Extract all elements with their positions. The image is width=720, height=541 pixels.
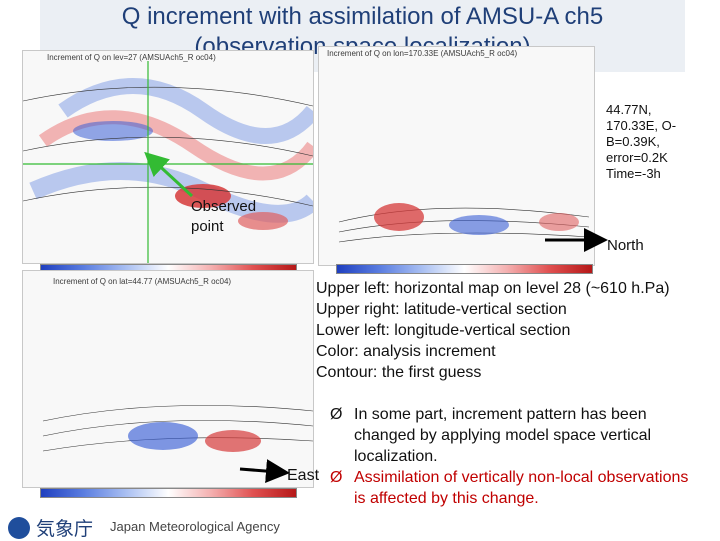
bullet-item-2: Ø Assimilation of vertically non-local o… [330,467,702,509]
bullet-text-2: Assimilation of vertically non-local obs… [354,469,689,507]
observed-point-label: Observed point [191,198,257,235]
agency-kanji: 気象庁 [36,519,94,540]
north-label: North [607,237,644,254]
bullet-arrow-icon: Ø [330,469,343,486]
bullet-text-1: In some part, increment pattern has been… [354,406,652,465]
east-label: East [287,467,320,484]
upper-right-caption: Increment of Q on lon=170.33E (AMSUAch5_… [327,49,518,58]
observation-info: 44.77N, 170.33E, O-B=0.39K, error=0.2K T… [606,102,677,181]
upper-left-caption: Increment of Q on lev=27 (AMSUAch5_R oc0… [47,53,216,62]
upper-right-section: Increment of Q on lon=170.33E (AMSUAch5_… [318,46,595,266]
legend-line-5: Contour: the first guess [316,364,482,381]
jma-logo-icon [8,517,30,539]
lower-left-section: Increment of Q on lat=44.77 (AMSUAch5_R … [22,270,314,488]
panel-legend: Upper left: horizontal map on level 28 (… [316,278,670,383]
lower-left-caption: Increment of Q on lat=44.77 (AMSUAch5_R … [53,277,232,286]
bullet-list: Ø In some part, increment pattern has be… [330,404,702,509]
legend-line-1: Upper left: horizontal map on level 28 (… [316,280,670,297]
title-line-1: Q increment with assimilation of AMSU-A … [121,3,604,30]
lower-left-colorbar [40,488,297,498]
legend-line-3: Lower left: longitude-vertical section [316,322,571,339]
legend-line-2: Upper right: latitude-vertical section [316,301,567,318]
lower-left-section-graphic [23,271,313,487]
agency-name: Japan Meteorological Agency [110,519,280,534]
upper-right-colorbar [336,264,593,274]
footer [0,510,720,540]
bullet-item-1: Ø In some part, increment pattern has be… [330,404,702,467]
bullet-arrow-icon: Ø [330,406,343,423]
legend-line-4: Color: analysis increment [316,343,496,360]
upper-right-section-graphic [319,47,594,265]
